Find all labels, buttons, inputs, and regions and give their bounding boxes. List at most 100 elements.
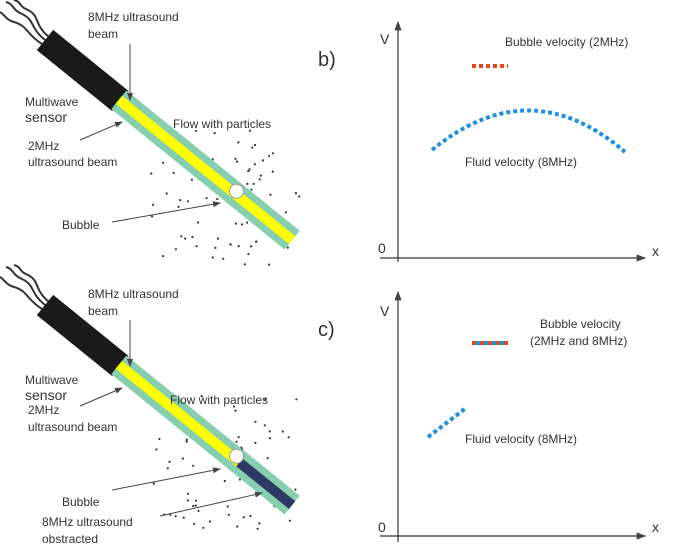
particle	[281, 430, 284, 433]
particle	[284, 211, 287, 214]
particle	[252, 182, 255, 185]
particle	[191, 235, 194, 239]
particle	[162, 161, 165, 164]
origin-label: 0	[378, 240, 386, 256]
particle	[186, 492, 190, 495]
particle	[246, 182, 249, 185]
particle	[150, 172, 153, 175]
particle	[268, 437, 272, 440]
label: Bubble velocity	[540, 317, 621, 331]
particle	[185, 438, 188, 441]
axis-label: V	[380, 31, 390, 47]
particle	[232, 405, 236, 408]
particle	[254, 420, 257, 423]
particle	[195, 245, 198, 248]
particle	[174, 515, 177, 518]
particle	[205, 197, 208, 200]
label: Multiwave	[25, 95, 79, 109]
particle	[222, 257, 225, 260]
particle	[249, 514, 252, 518]
particle	[174, 248, 177, 251]
particle	[158, 437, 161, 441]
particle	[249, 245, 253, 248]
particle	[216, 197, 219, 201]
particle	[256, 527, 259, 530]
particle	[234, 157, 237, 160]
particle	[253, 163, 256, 166]
label: beam	[88, 304, 118, 318]
label: 2MHz	[28, 403, 59, 417]
particle	[166, 467, 169, 470]
probe	[0, 264, 300, 515]
particle	[294, 192, 297, 195]
particle	[216, 237, 220, 240]
particle	[195, 129, 198, 132]
particle	[294, 488, 297, 491]
label: sensor	[25, 109, 67, 125]
particle	[287, 436, 290, 439]
particle	[240, 223, 244, 226]
panel-label: b)	[318, 49, 336, 71]
particle	[250, 188, 253, 191]
label: obstracted	[42, 532, 98, 546]
label: ultrasound beam	[28, 155, 117, 169]
particle	[200, 395, 203, 398]
particle	[186, 499, 189, 502]
label: Flow with particles	[170, 393, 268, 407]
label: 8MHz ultrasound	[42, 515, 133, 529]
particle	[234, 222, 237, 225]
particle	[152, 203, 155, 206]
particle	[261, 159, 265, 162]
particle	[298, 195, 301, 198]
particle	[264, 398, 267, 401]
particle	[213, 132, 216, 135]
particle	[248, 129, 252, 132]
particle	[180, 235, 183, 238]
label: sensor	[25, 387, 67, 403]
particle	[195, 499, 198, 502]
particle	[268, 154, 271, 157]
label: Multiwave	[25, 373, 79, 387]
label: Flow with particles	[173, 117, 271, 131]
particle	[242, 516, 245, 519]
particle	[237, 436, 240, 439]
axis-label: x	[652, 519, 659, 535]
particle	[266, 457, 269, 460]
axis-label: V	[380, 303, 390, 319]
particle	[151, 215, 154, 218]
particle	[192, 464, 195, 467]
particle	[295, 398, 298, 401]
probe	[0, 0, 300, 250]
particle	[202, 526, 205, 529]
particle	[247, 170, 250, 173]
particle	[214, 246, 217, 249]
particle	[268, 263, 271, 266]
particle	[184, 237, 187, 240]
particle	[258, 178, 261, 181]
particle	[182, 516, 185, 519]
particle	[177, 205, 180, 208]
label: 8MHz ultrasound	[88, 287, 179, 301]
particle	[255, 240, 258, 243]
particle	[235, 440, 238, 443]
particle	[258, 522, 261, 525]
particle	[211, 256, 214, 259]
label: beam	[88, 27, 118, 41]
particle	[248, 168, 251, 171]
particle	[197, 509, 200, 512]
axis-label: x	[652, 243, 659, 259]
label: 2MHz	[28, 139, 59, 153]
particle	[288, 519, 291, 522]
panel-label: c)	[318, 319, 335, 341]
label: Fluid velocity (8MHz)	[465, 155, 577, 169]
particle	[234, 409, 237, 412]
origin-label: 0	[378, 519, 386, 535]
particle	[172, 171, 175, 174]
particle	[229, 243, 232, 246]
label: ultrasound beam	[28, 420, 117, 434]
particle	[190, 178, 193, 181]
particle	[263, 424, 266, 427]
particle	[259, 174, 262, 177]
particle	[271, 170, 274, 173]
